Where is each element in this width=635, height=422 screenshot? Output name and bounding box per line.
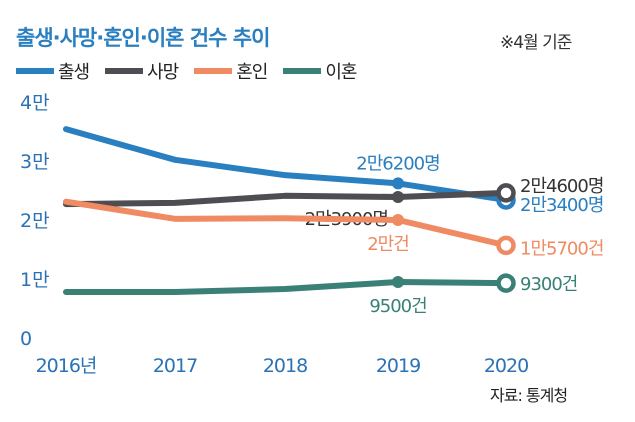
legend-swatch [16, 68, 54, 74]
legend-item-marriage: 혼인 [194, 58, 268, 84]
y-tick-label: 0 [20, 328, 32, 350]
chart-note: ※4월 기준 [500, 33, 572, 53]
data-point-end [496, 235, 516, 256]
x-tick-label: 2017 [153, 355, 197, 377]
data-label: 2만건 [367, 234, 409, 255]
series-line-3 [63, 198, 509, 249]
x-tick-label: 2018 [263, 355, 307, 377]
x-tick-label: 2019 [376, 355, 420, 377]
x-tick-label: 2020 [484, 355, 528, 377]
legend-label: 사망 [147, 62, 179, 83]
data-label: 2만4600명 [520, 176, 603, 197]
legend-swatch [105, 68, 144, 74]
legend-label: 이혼 [325, 62, 357, 83]
data-label: 9500건 [369, 296, 426, 317]
legend-item-birth: 출생 [16, 58, 90, 84]
y-tick-label: 2만 [20, 210, 50, 232]
legend-swatch [283, 68, 322, 74]
legend-item-divorce: 이혼 [283, 58, 358, 84]
legend-swatch [194, 68, 233, 74]
chart-title: 출생·사망·혼인·이혼 건수 추이 [16, 26, 270, 50]
y-tick-label: 4만 [20, 92, 50, 114]
legend-label: 혼인 [236, 62, 268, 83]
data-point-end [496, 183, 516, 203]
legend-label: 출생 [58, 62, 90, 83]
series-line-1 [63, 126, 509, 203]
data-point [392, 177, 404, 190]
data-point [392, 275, 404, 288]
data-label: 2만3400명 [520, 195, 603, 216]
legend: 출생 사망 혼인 이혼 [16, 58, 373, 84]
data-label: 1만5700건 [520, 238, 603, 259]
y-tick-label: 3만 [20, 151, 50, 173]
source-note: 자료: 통계청 [490, 386, 568, 405]
y-tick-label: 1만 [20, 269, 50, 291]
legend-item-death: 사망 [105, 58, 179, 84]
series-line-4 [63, 278, 509, 295]
data-point [392, 190, 404, 203]
data-point [392, 214, 404, 226]
data-label: 2만6200명 [356, 153, 439, 174]
x-tick-label: 2016년 [36, 355, 97, 377]
series-line-2 [63, 189, 509, 208]
data-point-end [496, 273, 516, 293]
data-label: 9300건 [520, 274, 577, 295]
